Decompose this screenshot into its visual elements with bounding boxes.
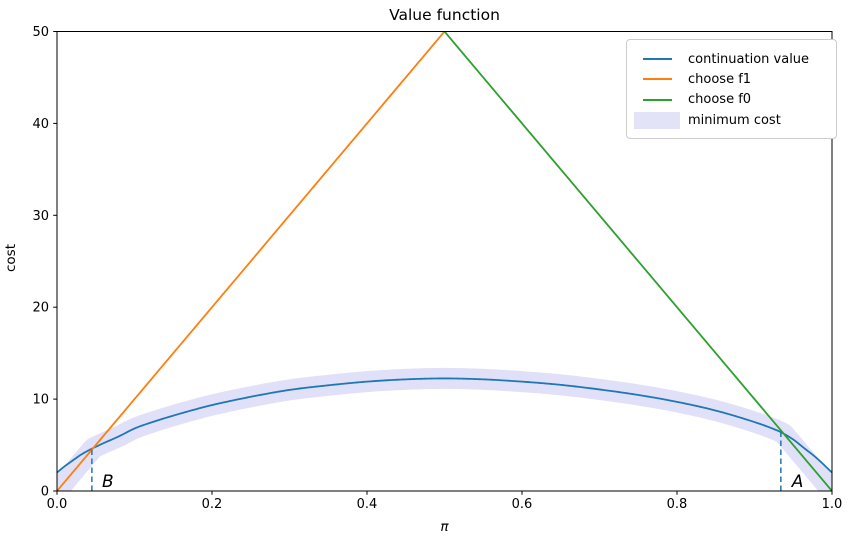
legend-line-swatch <box>634 78 680 81</box>
legend-swatch-mark <box>642 58 672 61</box>
cutoff-vlines <box>91 430 782 491</box>
series-continuation-value <box>57 377 832 474</box>
y-axis-label: cost <box>3 244 19 272</box>
legend-swatch-mark <box>634 111 680 129</box>
x-tick-label: 0.4 <box>357 497 378 512</box>
y-tick-label: 30 <box>32 209 49 224</box>
legend-item-continuation-value: continuation value <box>634 49 836 69</box>
cutoff-label-B: B <box>102 472 114 492</box>
y-tick-label: 50 <box>32 25 49 40</box>
legend-item-choose-f0: choose f0 <box>634 90 836 110</box>
y-tick-label: 20 <box>32 301 49 316</box>
y-tick-label: 40 <box>32 117 49 132</box>
axes-spines <box>56 31 833 492</box>
x-tick-label: 0.2 <box>202 497 223 512</box>
y-tick-label: 0 <box>41 485 49 500</box>
legend-label: continuation value <box>688 51 810 67</box>
legend-label: choose f0 <box>688 92 752 108</box>
y-axis: 0 10 20 30 40 50 <box>32 25 57 500</box>
x-axis-label: π <box>440 519 449 535</box>
legend-line-swatch <box>634 98 680 101</box>
legend-label: minimum cost <box>688 112 781 128</box>
legend-patch-swatch <box>634 111 680 129</box>
legend-swatch-mark <box>642 98 672 101</box>
chart-title: Value function <box>389 6 500 24</box>
series-lines <box>57 31 832 491</box>
legend-item-choose-f1: choose f1 <box>634 69 836 89</box>
x-tick-label: 0.8 <box>667 497 688 512</box>
series-choose-f1 <box>57 31 446 491</box>
legend-swatch-mark <box>642 78 672 81</box>
cutoff-label-A: A <box>791 472 804 492</box>
x-tick-label: 0.6 <box>512 497 533 512</box>
x-axis: 0.0 0.2 0.4 0.6 0.8 1.0 <box>47 491 843 512</box>
x-tick-label: 0.0 <box>47 497 68 512</box>
legend-label: choose f1 <box>688 71 752 87</box>
legend: continuation value choose f1 choose f0 mini… <box>626 39 837 139</box>
y-tick-label: 10 <box>32 393 49 408</box>
legend-item-minimum-cost: minimum cost <box>634 110 836 130</box>
series-choose-f0 <box>443 31 832 491</box>
legend-line-swatch <box>634 58 680 61</box>
x-tick-label: 1.0 <box>822 497 843 512</box>
